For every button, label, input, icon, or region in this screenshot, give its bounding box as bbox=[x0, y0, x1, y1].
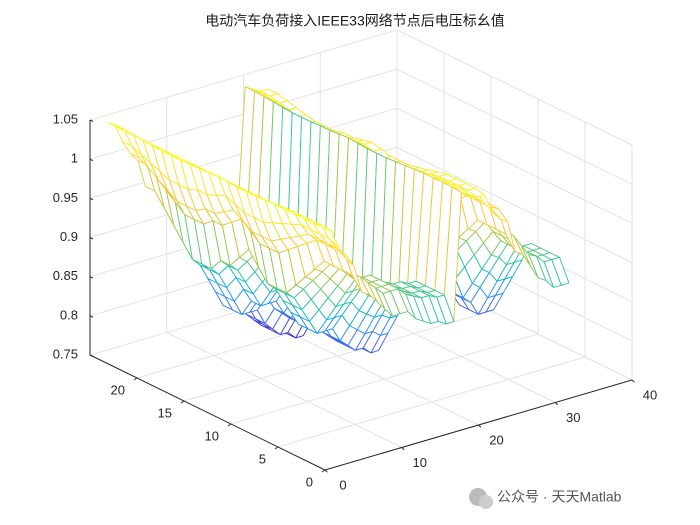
y-tick bbox=[133, 377, 138, 381]
z-tick-label: 0.8 bbox=[60, 307, 78, 322]
y-tick bbox=[274, 446, 279, 450]
grid-line bbox=[230, 333, 539, 425]
mesh-cell bbox=[313, 223, 332, 232]
grid-line bbox=[277, 356, 586, 448]
y-axis bbox=[89, 354, 326, 471]
x-tick-label: 0 bbox=[339, 477, 346, 492]
z-tick bbox=[89, 237, 94, 240]
y-tick-label: 5 bbox=[259, 451, 266, 466]
x-tick bbox=[631, 379, 635, 383]
z-tick-label: 1.05 bbox=[53, 111, 78, 126]
z-tick bbox=[89, 119, 94, 122]
x-tick-label: 20 bbox=[489, 432, 503, 447]
x-tick-label: 30 bbox=[566, 410, 580, 425]
z-tick bbox=[89, 276, 94, 279]
watermark-icon bbox=[469, 488, 493, 509]
z-tick bbox=[89, 315, 94, 318]
x-tick bbox=[554, 402, 558, 406]
x-tick-label: 40 bbox=[643, 387, 657, 402]
z-tick-label: 0.9 bbox=[60, 229, 78, 244]
mesh bbox=[106, 86, 570, 354]
y-tick bbox=[180, 400, 185, 404]
y-tick-label: 0 bbox=[306, 474, 313, 489]
z-tick bbox=[89, 354, 94, 357]
z-tick bbox=[89, 158, 94, 162]
grid-line bbox=[396, 29, 633, 146]
chart-title: 电动汽车负荷接入IEEE33网络节点后电压标幺值 bbox=[205, 13, 504, 29]
grid-line bbox=[166, 332, 402, 448]
y-tick bbox=[321, 469, 326, 473]
z-tick-label: 0.75 bbox=[53, 346, 78, 361]
z-tick-label: 1 bbox=[71, 151, 78, 166]
x-tick bbox=[401, 447, 405, 451]
y-tick-label: 15 bbox=[158, 405, 172, 420]
watermark: 公众号 · 天天Matlab bbox=[497, 489, 622, 505]
grid-line bbox=[89, 29, 398, 121]
y-tick-label: 20 bbox=[111, 382, 125, 397]
z-tick-label: 0.85 bbox=[53, 268, 78, 283]
axes: 0 10 20 30 40 0 5 10 15 20 0.75 0.8 0.85 0.9 0.95 1 1.05 bbox=[53, 111, 658, 492]
x-tick-label: 10 bbox=[413, 455, 427, 470]
z-tick bbox=[89, 197, 94, 201]
z-tick-label: 0.95 bbox=[53, 190, 78, 205]
x-tick bbox=[324, 469, 328, 473]
grid-line bbox=[396, 68, 633, 185]
grid-line bbox=[396, 107, 633, 224]
grid-line bbox=[396, 147, 633, 263]
x-tick bbox=[478, 424, 482, 428]
grid-line bbox=[183, 310, 492, 402]
y-tick-label: 10 bbox=[205, 428, 219, 443]
y-tick bbox=[227, 423, 232, 427]
